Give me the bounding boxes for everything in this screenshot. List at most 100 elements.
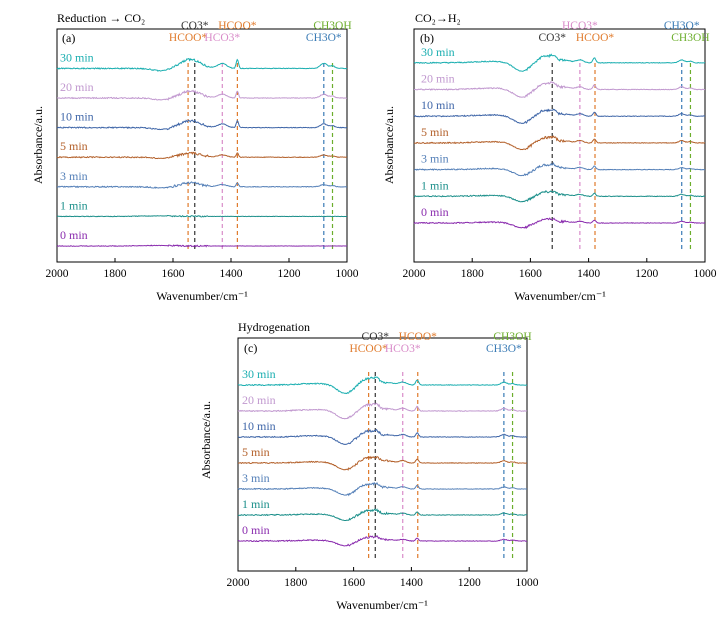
panel-a-frame	[56, 28, 348, 263]
panel-c-x-ticks: 2000 1800 1600 1400 1200 1000	[227, 567, 539, 589]
annotation-label: HCO3*	[204, 32, 240, 44]
series-label: 20 min	[60, 80, 94, 94]
panel-b-annotations: CO3*HCO3*HCOO* CH3O*CH3OH	[538, 20, 710, 252]
x-tick-label: 1200	[635, 268, 658, 280]
panel-a: Reduction → CO₂ (a) HCOO*CO3*HCO3*HCOO*C…	[31, 11, 359, 303]
annotation-label: HCOO*	[399, 331, 438, 343]
series-line-5-min	[237, 455, 528, 471]
panel-c-ylabel: Absorbance/a.u.	[199, 401, 213, 479]
annotation-label: CO3*	[538, 32, 566, 44]
x-tick-label: 1200	[458, 577, 481, 589]
panel-a-letter: (a)	[62, 31, 75, 45]
panel-a-title: Reduction → CO₂	[57, 11, 145, 25]
panel-b: CO₂→H₂ (b) CO3*HCO3*HCOO* CH3O*CH3OH 30 m…	[382, 11, 717, 303]
series-line-1-min	[413, 190, 706, 203]
panel-c-series: 30 min 20 min 10 min 5 min 3 min 1 min 0 min	[237, 367, 528, 547]
series-line-5-min	[56, 151, 348, 160]
x-tick-label: 1400	[577, 268, 600, 280]
series-label: 20 min	[421, 72, 455, 86]
series-line-0-min	[413, 217, 706, 230]
series-label: 5 min	[242, 445, 270, 459]
series-line-0-min	[56, 244, 348, 248]
annotation-label: HCO3*	[385, 343, 421, 355]
panel-a-xlabel: Wavenumber/cm⁻¹	[156, 289, 248, 303]
series-line-0-min	[237, 534, 528, 547]
annotation-label: CO3*	[181, 20, 209, 32]
x-tick-label: 1800	[461, 268, 484, 280]
x-tick-label: 1000	[516, 577, 539, 589]
series-line-1-min	[237, 508, 528, 522]
annotation-label: HCOO*	[218, 20, 257, 32]
x-tick-label: 1600	[162, 268, 185, 280]
x-tick-label: 2000	[227, 577, 250, 589]
series-label: 1 min	[60, 198, 88, 212]
series-line-30-min	[413, 53, 706, 72]
x-tick-label: 1400	[220, 268, 243, 280]
panel-a-series: 30 min 20 min 10 min 5 min 3 min 1 min 0 min	[56, 50, 348, 248]
x-tick-label: 1800	[284, 577, 307, 589]
panel-b-series: 30 min 20 min 10 min 5 min 3 min 1 min 0 min	[413, 45, 706, 230]
x-tick-label: 1600	[519, 268, 542, 280]
series-label: 3 min	[421, 152, 449, 166]
series-label: 30 min	[60, 50, 94, 64]
panel-a-ylabel: Absorbance/a.u.	[31, 106, 45, 184]
series-line-20-min	[237, 402, 528, 420]
series-line-5-min	[413, 135, 706, 151]
annotation-label: CH3OH	[493, 331, 531, 343]
series-label: 0 min	[421, 205, 449, 219]
x-tick-label: 1000	[694, 268, 717, 280]
panel-a-annotations: HCOO*CO3*HCO3*HCOO*CH3O*CH3OH	[169, 20, 352, 252]
x-tick-label: 1000	[336, 268, 359, 280]
series-line-20-min	[56, 89, 348, 101]
annotation-label: CH3O*	[486, 343, 522, 355]
series-label: 1 min	[242, 497, 270, 511]
annotation-label: CH3O*	[664, 20, 700, 32]
series-line-3-min	[413, 162, 706, 177]
series-label: 1 min	[421, 178, 449, 192]
panel-b-letter: (b)	[420, 31, 434, 45]
series-label: 20 min	[242, 393, 276, 407]
x-tick-label: 1400	[400, 577, 423, 589]
series-label: 10 min	[421, 98, 455, 112]
panel-c-xlabel: Wavenumber/cm⁻¹	[336, 598, 428, 612]
series-label: 30 min	[421, 45, 455, 59]
panel-c-annotations: HCOO*CO3*HCO3*HCOO*CH3O*CH3OH	[349, 331, 532, 561]
x-tick-label: 1600	[342, 577, 365, 589]
series-label: 5 min	[421, 125, 449, 139]
annotation-label: HCOO*	[349, 343, 388, 355]
series-line-1-min	[56, 214, 348, 218]
series-label: 5 min	[60, 139, 88, 153]
series-line-10-min	[56, 119, 348, 131]
series-label: 10 min	[242, 419, 276, 433]
series-label: 0 min	[60, 228, 88, 242]
annotation-label: CO3*	[362, 331, 390, 343]
x-tick-label: 2000	[46, 268, 69, 280]
series-line-30-min	[56, 57, 348, 72]
series-line-20-min	[413, 81, 706, 99]
series-label: 30 min	[242, 367, 276, 381]
x-tick-label: 1200	[278, 268, 301, 280]
series-line-10-min	[413, 108, 706, 124]
panel-a-x-ticks: 2000 1800 1600 1400 1200 1000	[46, 258, 359, 280]
panel-b-frame	[413, 28, 706, 263]
annotation-label: HCOO*	[169, 32, 208, 44]
panel-c-title: Hydrogenation	[238, 320, 310, 334]
panel-c-frame	[237, 337, 528, 572]
x-tick-label: 1800	[104, 268, 127, 280]
panel-b-title: CO₂→H₂	[415, 11, 461, 25]
annotation-label: CH3O*	[306, 32, 342, 44]
series-label: 0 min	[242, 523, 270, 537]
annotation-label: HCOO*	[576, 32, 615, 44]
annotation-label: CH3OH	[313, 20, 351, 32]
annotation-label: HCO3*	[562, 20, 598, 32]
series-line-3-min	[56, 181, 348, 189]
panel-b-x-ticks: 2000 1800 1600 1400 1200 1000	[403, 258, 717, 280]
panel-b-ylabel: Absorbance/a.u.	[382, 106, 396, 184]
panel-c-letter: (c)	[244, 341, 257, 355]
series-line-3-min	[237, 481, 528, 497]
series-line-30-min	[237, 376, 528, 395]
panel-b-xlabel: Wavenumber/cm⁻¹	[514, 289, 606, 303]
panel-c: Hydrogenation (c) HCOO*CO3*HCO3*HCOO*CH3…	[199, 320, 539, 612]
annotation-label: CH3OH	[671, 32, 709, 44]
